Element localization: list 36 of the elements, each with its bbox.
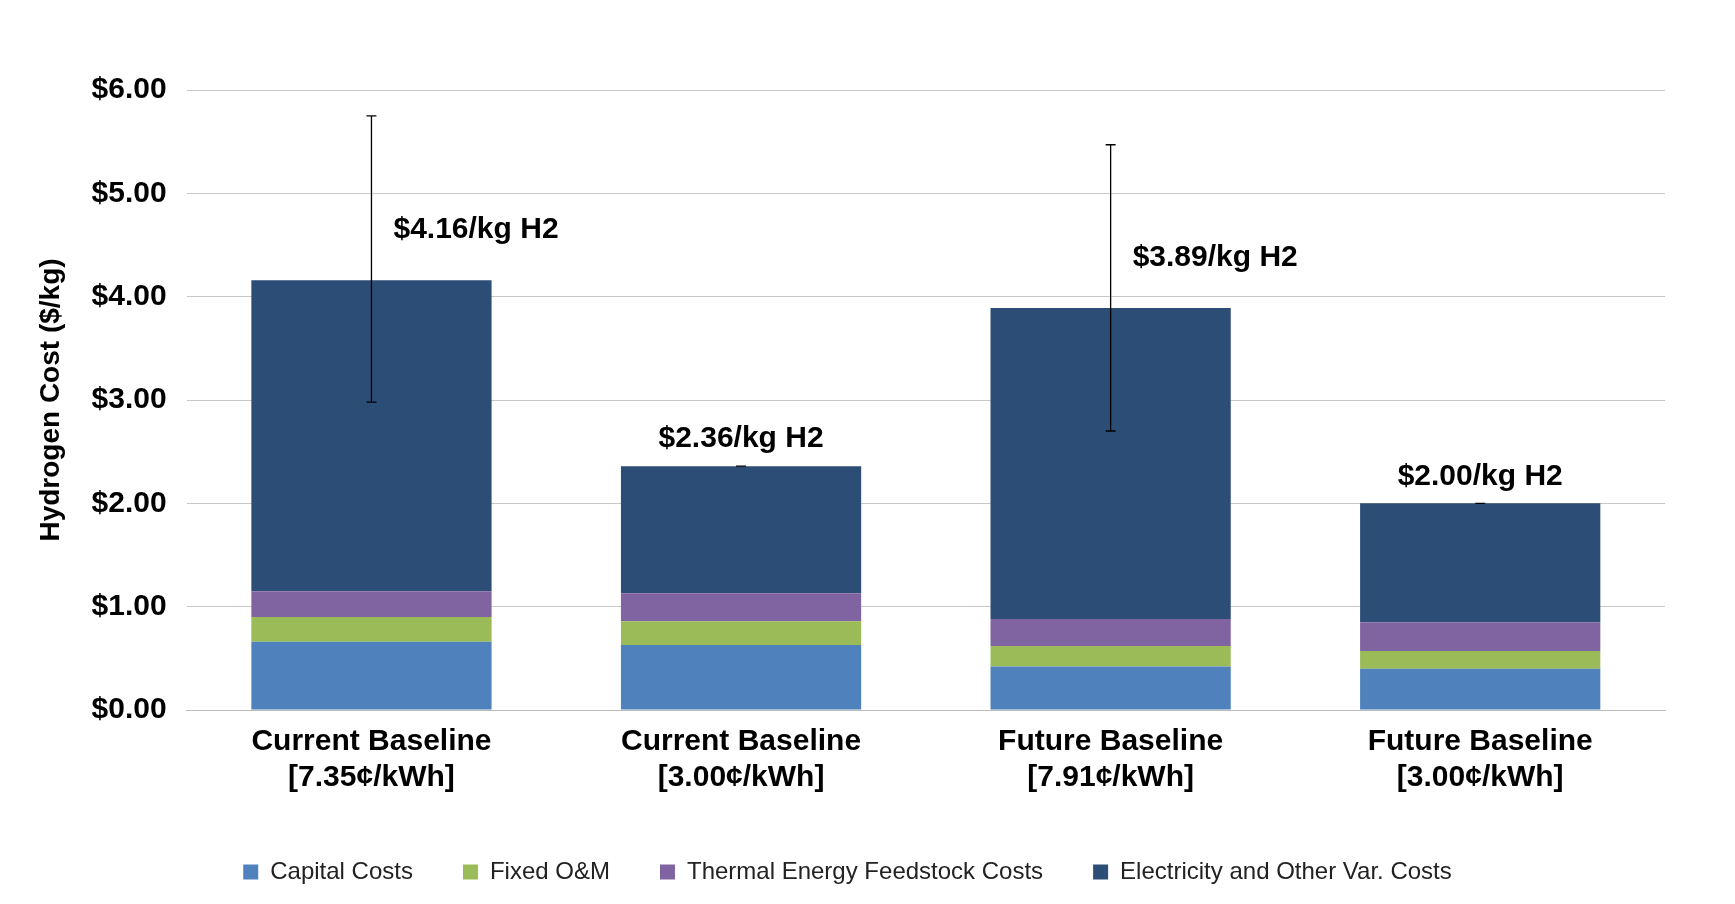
bar: [990, 645, 1231, 667]
bar: [620, 621, 862, 645]
legend-label: Fixed O&M: [489, 856, 610, 884]
bar: [1360, 651, 1601, 669]
bar: [990, 619, 1231, 646]
bar: [251, 617, 492, 642]
annotation: $4.16/kg H2: [393, 211, 559, 245]
legend-label: Capital Costs: [270, 856, 413, 884]
y-tick-label: $3.00: [91, 381, 167, 415]
y-tick-label: $5.00: [91, 174, 167, 208]
bar: [1360, 668, 1601, 710]
annotation: $3.89/kg H2: [1132, 239, 1298, 273]
bar: [620, 593, 862, 622]
bar: [1360, 503, 1601, 623]
y-tick-label: $6.00: [91, 71, 167, 105]
y-tick-label: $2.00: [91, 484, 167, 518]
bar: [251, 641, 492, 710]
x-tick-label: Future Baseline [7.91¢/kWh]: [998, 723, 1224, 793]
legend-label: Thermal Energy Feedstock Costs: [686, 856, 1044, 884]
y-axis-title: Hydrogen Cost ($/kg): [33, 258, 65, 542]
x-tick-label: Current Baseline [7.35¢/kWh]: [251, 723, 492, 793]
x-tick-label: Future Baseline [3.00¢/kWh]: [1367, 723, 1593, 793]
bar: [990, 666, 1231, 710]
bar: [1360, 622, 1601, 652]
y-tick-label: $4.00: [91, 277, 167, 311]
bar: [251, 591, 492, 617]
annotation: $2.36/kg H2: [658, 420, 824, 454]
bar: [620, 644, 862, 710]
legend-label: Electricity and Other Var. Costs: [1120, 856, 1452, 884]
x-tick-label: Current Baseline [3.00¢/kWh]: [621, 723, 862, 793]
bar: [251, 280, 492, 592]
y-tick-label: $0.00: [91, 691, 167, 725]
y-tick-label: $1.00: [91, 587, 167, 621]
bar: [620, 466, 862, 594]
annotation: $2.00/kg H2: [1397, 457, 1563, 491]
bar: [990, 308, 1231, 620]
